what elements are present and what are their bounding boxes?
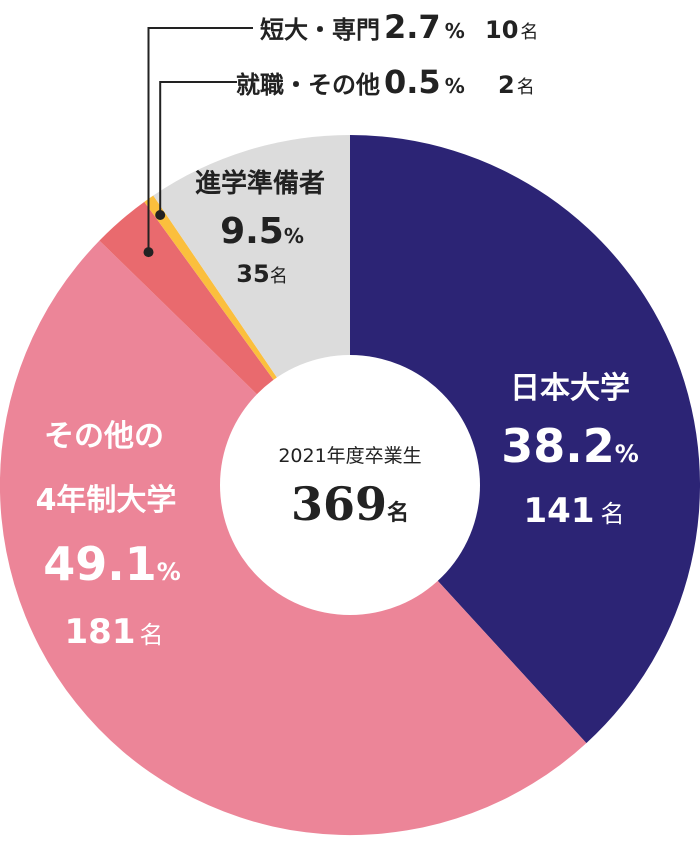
slice-label-other4-count: 181 名 <box>65 612 164 652</box>
label-other4: その他の 4年制大学 49.1% 181 名 <box>36 419 181 652</box>
slice-label-nihon-percent: 38.2% <box>501 419 639 473</box>
slice-label-other4-name-1: その他の <box>44 419 164 454</box>
label-tandai: 短大・専門 2.7% 10 名 <box>260 8 538 46</box>
leader-dot-shushoku <box>155 210 166 220</box>
slice-label-tandai-name: 短大・専門 <box>260 16 380 44</box>
label-junbi: 進学準備者 9.5% 35名 <box>195 168 325 288</box>
slice-label-junbi-percent: 9.5% <box>220 211 304 252</box>
slice-label-tandai-count: 10 名 <box>485 16 538 44</box>
slice-label-other4-percent: 49.1% <box>43 537 181 591</box>
leader-line-shushoku <box>159 81 237 213</box>
slice-label-other4-name-2: 4年制大学 <box>36 483 177 518</box>
leader-line-tandai <box>147 27 253 251</box>
slice-label-tandai-percent: 2.7% <box>384 8 465 46</box>
donut-hole <box>220 355 480 615</box>
label-nihon: 日本大学 38.2% 141 名 <box>501 371 639 531</box>
leader-dot-tandai <box>143 247 154 258</box>
leader-lines <box>143 27 253 258</box>
center-total-unit: 名 <box>387 500 409 526</box>
slice-label-nihon-count: 141 名 <box>524 491 625 531</box>
slice-label-junbi-count: 35名 <box>236 260 287 288</box>
slice-label-nihon-name: 日本大学 <box>510 371 630 406</box>
center-total: 369名 <box>291 477 409 531</box>
slice-nihon <box>350 135 700 744</box>
center-label: 2021年度卒業生 <box>278 445 421 467</box>
center-total-value: 369 <box>291 477 387 531</box>
slice-label-junbi-name: 進学準備者 <box>195 168 325 199</box>
slice-label-shushoku-percent: 0.5% <box>384 63 465 101</box>
slice-label-shushoku-name: 就職・その他 <box>236 71 380 99</box>
